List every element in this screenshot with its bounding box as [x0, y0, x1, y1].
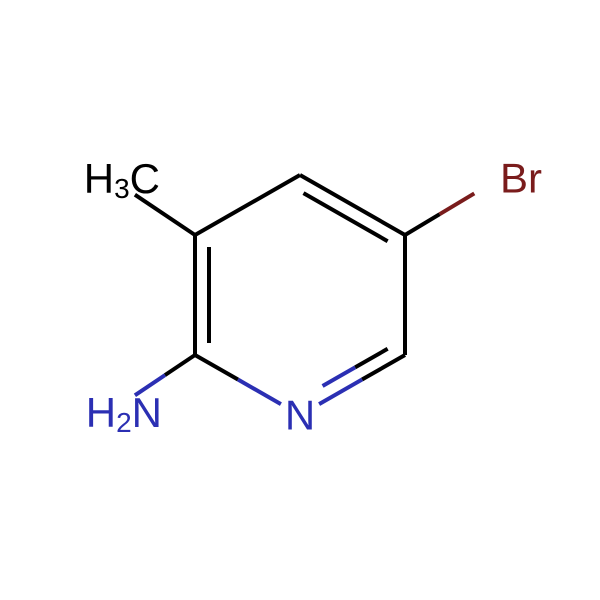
- bond-line: [355, 349, 388, 368]
- atom-label-methyl: H3C: [84, 155, 160, 204]
- bond-line: [300, 175, 405, 235]
- atom-label-amine: H2N: [86, 389, 162, 438]
- bond-line: [165, 355, 195, 375]
- bond-line: [238, 380, 281, 405]
- bond-line: [195, 175, 300, 235]
- atom-label: N: [285, 392, 315, 439]
- bond-line: [405, 214, 440, 235]
- bond-line: [195, 355, 238, 380]
- bond-line: [323, 367, 356, 386]
- atom-label: Br: [500, 155, 542, 202]
- bond-line: [440, 193, 475, 214]
- molecule-diagram: N Br H3C H2N: [0, 0, 600, 600]
